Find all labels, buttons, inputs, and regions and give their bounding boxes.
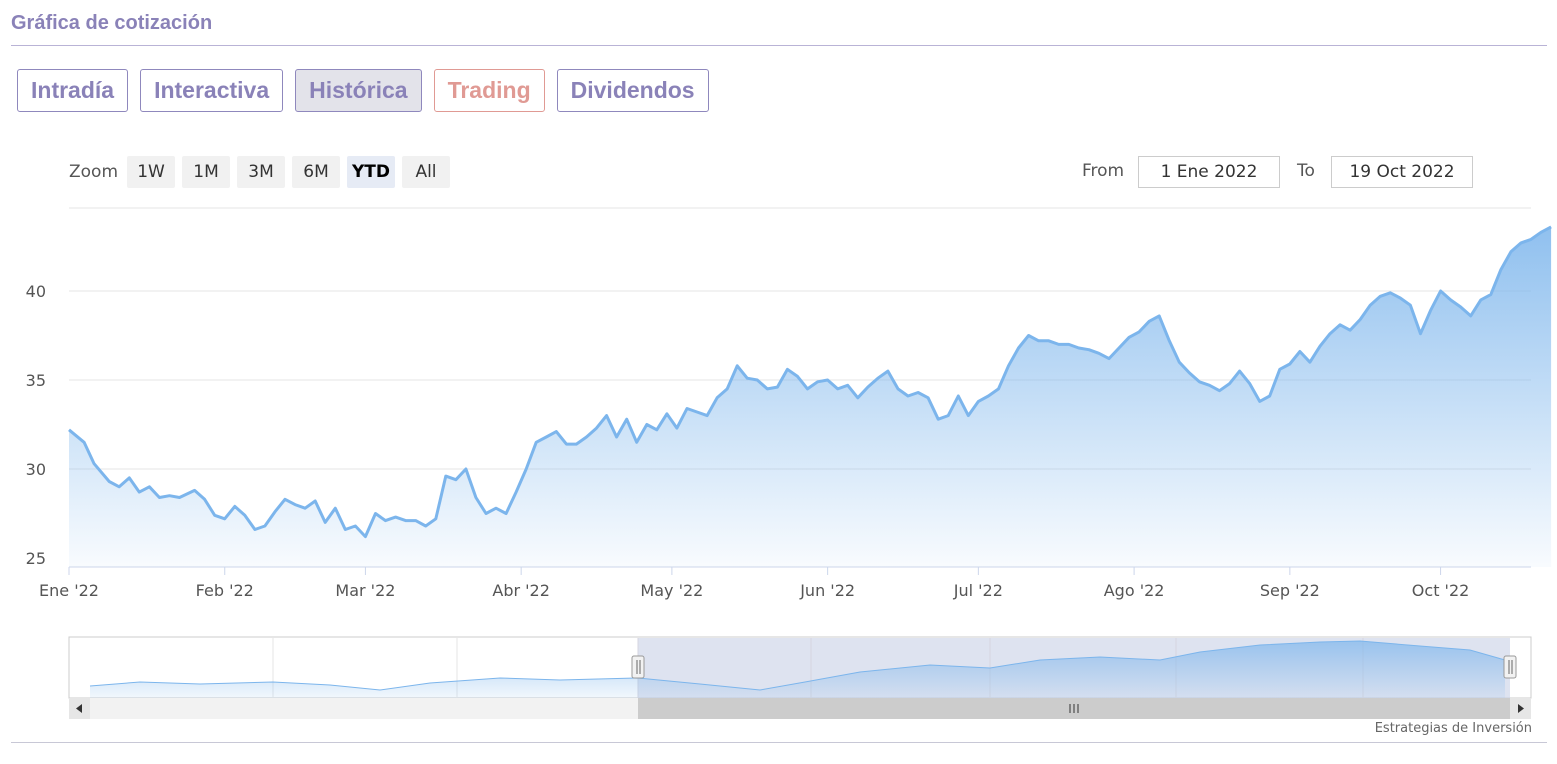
- x-tick-label: Jul '22: [953, 581, 1003, 600]
- y-tick-label: 30: [26, 460, 46, 479]
- zoom-1m-button[interactable]: 1M: [182, 156, 230, 188]
- scrollbar-grip-icon: [1069, 704, 1079, 713]
- x-tick-label: Ene '22: [39, 581, 99, 600]
- y-tick-label: 25: [26, 549, 46, 568]
- to-date-input[interactable]: 19 Oct 2022: [1331, 156, 1473, 188]
- price-line: [68, 225, 1552, 539]
- price-area: [69, 226, 1552, 567]
- chart-section-title: Gráfica de cotización: [11, 12, 213, 34]
- footer-divider: [11, 742, 1547, 743]
- x-tick-label: Mar '22: [335, 581, 395, 600]
- navigator-line: [89, 640, 1506, 691]
- x-tick-label: Ago '22: [1104, 581, 1165, 600]
- tab-historica[interactable]: Histórica: [295, 69, 422, 112]
- to-label: To: [1297, 161, 1315, 181]
- navigator-right-handle[interactable]: [1503, 655, 1517, 679]
- zoom-6m-button[interactable]: 6M: [292, 156, 340, 188]
- y-axis: 25 30 35 40: [26, 282, 46, 568]
- handle-grip-icon: [636, 660, 641, 674]
- zoom-label: Zoom: [69, 162, 119, 182]
- from-label: From: [1082, 161, 1125, 181]
- x-tick-label: Feb '22: [196, 581, 254, 600]
- x-tick-label: Sep '22: [1260, 581, 1320, 600]
- zoom-ytd-button[interactable]: YTD: [347, 156, 395, 188]
- navigator-left-handle[interactable]: [631, 655, 645, 679]
- x-tick-label: Oct '22: [1412, 581, 1470, 600]
- x-tick-label: Jun '22: [799, 581, 855, 600]
- zoom-all-button[interactable]: All: [402, 156, 450, 188]
- y-tick-label: 40: [26, 282, 46, 301]
- navigator-area: [90, 641, 1505, 698]
- scroll-right-arrow-icon: [1518, 704, 1524, 713]
- navigator: [68, 636, 1532, 719]
- zoom-3m-button[interactable]: 3M: [237, 156, 285, 188]
- y-tick-label: 35: [26, 371, 46, 390]
- tab-intradia[interactable]: Intradía: [17, 69, 129, 112]
- chart-credit: Estrategias de Inversión: [1374, 721, 1532, 736]
- x-tick-label: May '22: [640, 581, 703, 600]
- scroll-left-arrow-icon: [76, 704, 82, 713]
- chart-tabs: Intradía Interactiva Histórica Trading D…: [17, 69, 709, 112]
- tab-dividendos[interactable]: Dividendos: [556, 69, 709, 112]
- zoom-1w-button[interactable]: 1W: [127, 156, 175, 188]
- tab-interactiva[interactable]: Interactiva: [140, 69, 284, 112]
- chart-plot-area: [68, 225, 1552, 567]
- tab-trading[interactable]: Trading: [433, 69, 545, 112]
- x-tick-label: Abr '22: [492, 581, 550, 600]
- x-axis: Ene '22 Feb '22 Mar '22 Abr '22 May '22 Jun '…: [39, 566, 1531, 600]
- zoom-buttons: 1W 1M 3M 6M YTD All: [127, 156, 450, 188]
- from-date-input[interactable]: 1 Ene 2022: [1138, 156, 1280, 188]
- handle-grip-icon: [1508, 660, 1513, 674]
- title-divider: [11, 45, 1547, 46]
